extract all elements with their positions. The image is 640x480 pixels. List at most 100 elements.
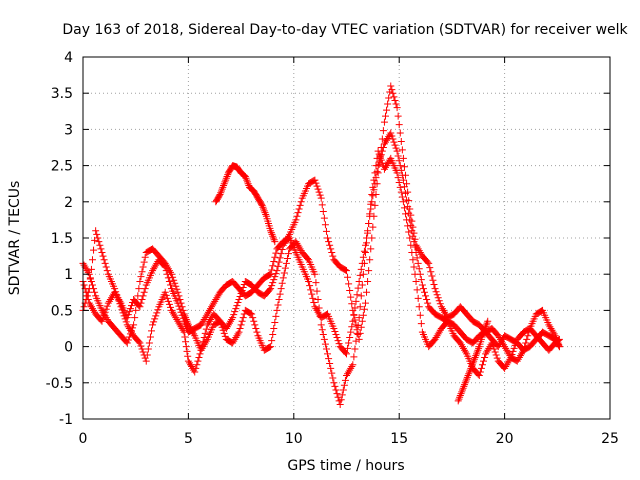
data-point xyxy=(327,245,335,253)
data-point xyxy=(220,180,228,188)
data-point xyxy=(177,299,185,307)
data-point xyxy=(173,315,181,323)
data-point xyxy=(267,343,275,351)
data-point xyxy=(555,336,563,344)
data-point xyxy=(512,338,520,346)
data-point xyxy=(220,329,228,337)
data-point xyxy=(477,364,485,372)
data-point xyxy=(463,373,471,381)
y-tick-label: 4 xyxy=(64,50,73,66)
data-point xyxy=(271,273,279,281)
data-point xyxy=(98,306,106,314)
data-point xyxy=(145,339,153,347)
data-point xyxy=(101,259,109,267)
data-point xyxy=(83,267,91,275)
data-point xyxy=(221,332,229,340)
data-point xyxy=(504,348,512,356)
data-point xyxy=(222,174,230,182)
data-point xyxy=(122,318,130,326)
data-point xyxy=(233,302,241,310)
data-point xyxy=(339,386,347,394)
data-point xyxy=(398,193,406,201)
data-point xyxy=(398,146,406,154)
data-point xyxy=(176,321,184,329)
data-point xyxy=(138,296,146,304)
data-point xyxy=(514,355,522,363)
data-point xyxy=(239,283,247,291)
data-point xyxy=(179,306,187,314)
data-point xyxy=(270,258,278,266)
data-point xyxy=(394,112,402,120)
data-point xyxy=(414,245,422,253)
x-tick-label: 5 xyxy=(184,431,193,447)
data-point xyxy=(185,359,193,367)
data-point xyxy=(365,220,373,228)
data-point xyxy=(282,259,290,267)
data-point xyxy=(236,293,244,301)
data-point xyxy=(313,287,321,295)
y-axis-label: SDTVAR / TECUs xyxy=(7,181,23,296)
data-point xyxy=(369,223,377,231)
data-point xyxy=(231,335,239,343)
data-point xyxy=(504,359,512,367)
grid xyxy=(83,57,610,419)
data-point xyxy=(123,339,131,347)
data-point xyxy=(467,364,475,372)
data-point xyxy=(180,328,188,336)
data-point xyxy=(473,348,481,356)
data-point xyxy=(396,162,404,170)
data-point xyxy=(466,366,474,374)
data-point xyxy=(217,189,225,197)
data-point xyxy=(503,361,511,369)
data-point xyxy=(82,296,90,304)
data-point xyxy=(95,238,103,246)
data-point xyxy=(322,345,330,353)
data-point xyxy=(417,276,425,284)
data-point xyxy=(509,347,517,355)
data-point xyxy=(309,294,317,302)
data-point xyxy=(380,118,388,126)
data-point xyxy=(381,163,389,171)
data-point xyxy=(143,351,151,359)
data-point xyxy=(365,267,373,275)
data-point xyxy=(494,332,502,340)
data-point xyxy=(304,255,312,263)
data-point xyxy=(360,259,368,267)
data-point xyxy=(182,315,190,323)
data-point xyxy=(229,339,237,347)
data-point xyxy=(408,248,416,256)
data-point xyxy=(139,348,147,356)
data-point xyxy=(184,357,192,365)
data-point xyxy=(381,112,389,120)
data-point xyxy=(348,363,356,371)
data-point xyxy=(484,346,492,354)
data-point xyxy=(126,326,134,334)
data-point xyxy=(281,264,289,272)
data-point xyxy=(102,263,110,271)
data-point xyxy=(331,328,339,336)
data-point xyxy=(169,308,177,316)
data-point xyxy=(483,348,491,356)
data-point xyxy=(488,339,496,347)
data-point xyxy=(308,290,316,298)
data-point xyxy=(375,150,383,158)
data-point xyxy=(82,265,90,273)
data-point xyxy=(234,299,242,307)
data-point xyxy=(407,211,415,219)
data-point xyxy=(381,138,389,146)
data-point xyxy=(357,265,365,273)
data-point xyxy=(217,187,225,195)
data-point xyxy=(341,376,349,384)
data-point xyxy=(207,315,215,323)
data-point xyxy=(516,352,524,360)
data-point xyxy=(270,276,278,284)
data-point xyxy=(270,325,278,332)
data-point xyxy=(226,319,234,327)
data-point xyxy=(350,311,358,319)
data-point xyxy=(114,294,122,302)
data-point xyxy=(162,261,170,269)
data-point xyxy=(338,391,346,399)
data-point xyxy=(319,331,327,339)
data-point xyxy=(402,171,410,179)
data-point xyxy=(166,268,174,276)
